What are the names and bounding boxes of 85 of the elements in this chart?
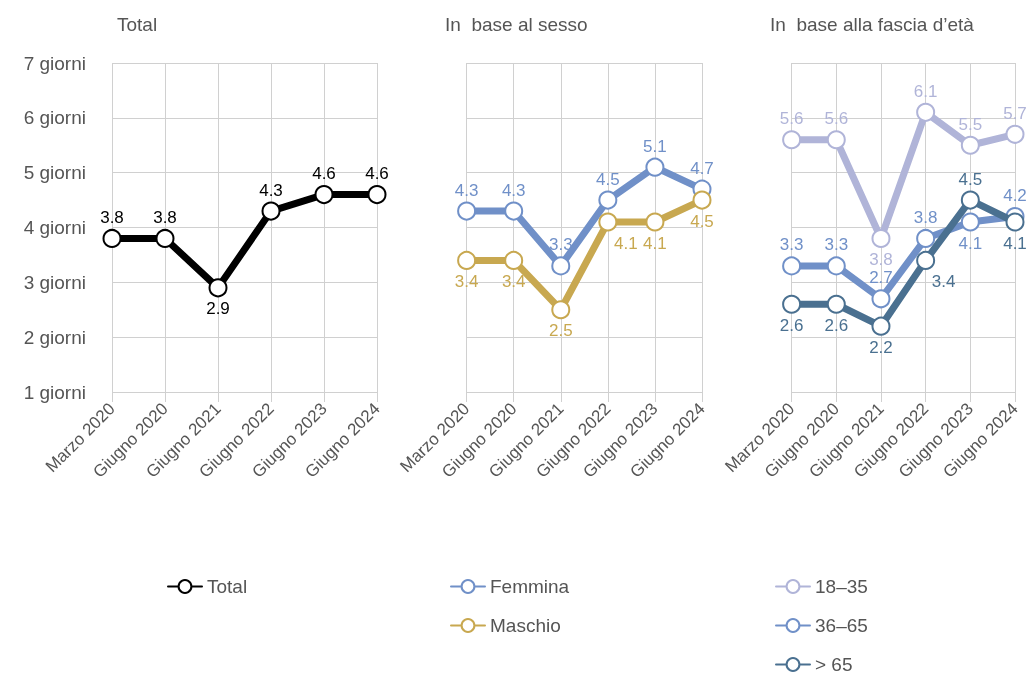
data-label: 3.8 bbox=[153, 207, 177, 227]
legend-label: Maschio bbox=[490, 615, 561, 636]
legend-label: 18–35 bbox=[815, 576, 868, 597]
point bbox=[155, 228, 175, 248]
point bbox=[826, 256, 846, 276]
point bbox=[551, 300, 571, 320]
point bbox=[645, 157, 665, 177]
data-label: 4.3 bbox=[454, 180, 479, 200]
point bbox=[782, 130, 802, 150]
data-label: 5.1 bbox=[643, 136, 667, 156]
data-label: 5.6 bbox=[779, 109, 804, 129]
data-label: 2.5 bbox=[548, 321, 573, 341]
data-label: 3.8 bbox=[100, 207, 124, 227]
y-tick-label: 6 giorni bbox=[23, 107, 86, 129]
point bbox=[457, 201, 477, 221]
y-tick-label: 7 giorni bbox=[23, 52, 86, 74]
point bbox=[504, 201, 524, 221]
point bbox=[261, 201, 281, 221]
legend-label: Femmina bbox=[490, 576, 570, 597]
chart-title: In base al sesso bbox=[445, 14, 588, 35]
point bbox=[551, 256, 571, 276]
data-label: 3.4 bbox=[931, 271, 956, 291]
data-label: 4.1 bbox=[614, 233, 638, 253]
data-label: 2.6 bbox=[779, 315, 804, 335]
point bbox=[598, 190, 618, 210]
data-label: 3.3 bbox=[779, 235, 804, 255]
point bbox=[645, 212, 665, 232]
point bbox=[314, 185, 334, 205]
point bbox=[367, 185, 387, 205]
data-label: 2.2 bbox=[869, 337, 893, 357]
data-label: 4.5 bbox=[596, 169, 620, 189]
point bbox=[782, 294, 802, 314]
point bbox=[916, 228, 936, 248]
data-label: 4.3 bbox=[501, 180, 526, 200]
y-tick-label: 1 giorni bbox=[23, 381, 86, 403]
point bbox=[960, 135, 980, 155]
data-label: 2.6 bbox=[824, 315, 849, 335]
point bbox=[208, 278, 228, 298]
point bbox=[871, 228, 891, 248]
point bbox=[960, 212, 980, 232]
data-label: 2.9 bbox=[206, 299, 230, 319]
y-tick-label: 2 giorni bbox=[23, 326, 86, 348]
data-label: 4.2 bbox=[1003, 186, 1027, 206]
data-label: 4.1 bbox=[958, 233, 983, 253]
legend-label: Total bbox=[207, 576, 248, 597]
data-label: 2.7 bbox=[869, 268, 893, 288]
data-label: 3.4 bbox=[501, 271, 526, 291]
data-label: 4.1 bbox=[1003, 233, 1027, 253]
data-label: 4.3 bbox=[259, 180, 283, 200]
point bbox=[457, 250, 477, 270]
data-label: 4.7 bbox=[690, 158, 714, 178]
point bbox=[782, 256, 802, 276]
point bbox=[960, 190, 980, 210]
point bbox=[871, 289, 891, 309]
point bbox=[598, 212, 618, 232]
data-label: 4.5 bbox=[958, 169, 983, 189]
data-label: 3.3 bbox=[824, 235, 849, 255]
data-label: 4.6 bbox=[312, 164, 336, 184]
data-label: 5.7 bbox=[1003, 103, 1027, 123]
point bbox=[826, 130, 846, 150]
y-tick-label: 3 giorni bbox=[23, 271, 86, 293]
data-label: 6.1 bbox=[913, 81, 938, 101]
chart-title: Total bbox=[117, 14, 158, 35]
y-tick-label: 4 giorni bbox=[23, 217, 86, 238]
data-label: 4.6 bbox=[365, 164, 389, 184]
point bbox=[871, 316, 891, 336]
data-label: 3.4 bbox=[454, 271, 479, 291]
point bbox=[916, 250, 936, 270]
data-label: 3.8 bbox=[869, 249, 893, 269]
data-label: 4.1 bbox=[643, 233, 667, 253]
point bbox=[1005, 212, 1025, 232]
point bbox=[504, 250, 524, 270]
legend-label: 36–65 bbox=[815, 615, 868, 636]
point bbox=[692, 190, 712, 210]
data-label: 5.5 bbox=[958, 114, 983, 134]
y-tick-label: 5 giorni bbox=[23, 162, 86, 184]
chart-title: In base alla fascia d’età bbox=[770, 14, 975, 35]
point bbox=[916, 102, 936, 122]
data-label: 4.5 bbox=[690, 211, 714, 231]
data-label: 3.8 bbox=[913, 207, 938, 227]
point bbox=[1005, 124, 1025, 144]
legend-label: > 65 bbox=[815, 654, 853, 675]
data-label: 5.6 bbox=[824, 109, 849, 129]
point bbox=[826, 294, 846, 314]
point bbox=[102, 228, 122, 248]
